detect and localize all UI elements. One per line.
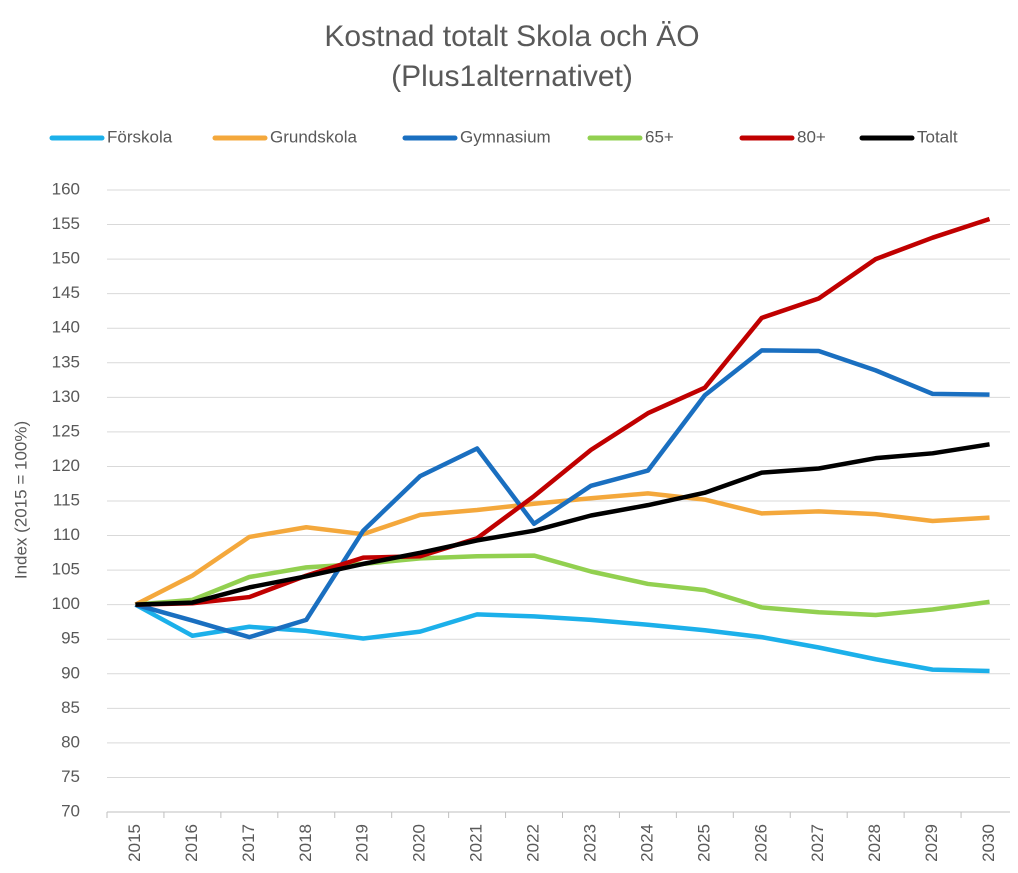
x-tick-label: 2024 [637,824,656,862]
y-tick-label: 130 [52,387,80,406]
y-tick-label: 95 [61,629,80,648]
x-tick-label: 2018 [296,824,315,862]
legend-label: 80+ [797,127,826,146]
x-tick-label: 2026 [751,824,770,862]
y-tick-label: 145 [52,283,80,302]
series-line [134,348,990,640]
y-tick-label: 75 [61,767,80,786]
y-tick-label: 90 [61,663,80,682]
x-tick-label: 2028 [865,824,884,862]
y-tick-label: 140 [52,318,80,337]
x-tick-label: 2015 [125,824,144,862]
y-tick-label: 70 [61,801,80,820]
legend-label: Grundskola [270,127,357,146]
x-tick-label: 2025 [694,824,713,862]
series-line [135,216,991,607]
y-tick-label: 80 [61,732,80,751]
x-tick-label: 2016 [182,824,201,862]
y-tick-label: 160 [52,179,80,198]
legend-label: Totalt [917,127,958,146]
legend-label: Gymnasium [460,127,551,146]
y-tick-label: 105 [52,560,80,579]
series-line [134,491,990,607]
y-tick-label: 110 [53,525,80,544]
y-tick-label: 100 [52,594,80,613]
y-axis-label: Index (2015 = 100%) [11,421,30,579]
series-line [135,442,990,607]
chart-title: Kostnad totalt Skola och ÄO [324,20,699,53]
y-tick-label: 155 [52,214,80,233]
y-tick-label: 125 [52,421,80,440]
x-tick-label: 2021 [467,824,486,862]
x-tick-label: 2027 [808,824,827,862]
x-tick-label: 2023 [580,824,599,862]
y-tick-label: 115 [53,490,80,509]
series-line [135,553,990,618]
x-tick-label: 2029 [922,824,941,862]
y-tick-label: 150 [52,249,80,268]
x-tick-label: 2019 [353,824,372,862]
y-tick-label: 135 [52,352,80,371]
x-tick-label: 2017 [239,824,258,862]
x-tick-label: 2030 [979,824,998,862]
y-tick-label: 120 [52,456,80,475]
x-tick-label: 2020 [410,824,429,862]
x-tick-label: 2022 [524,824,543,862]
y-tick-label: 85 [61,698,80,717]
legend-label: 65+ [645,127,674,146]
chart-title: (Plus1alternativet) [391,60,633,93]
legend-label: Förskola [107,127,173,146]
